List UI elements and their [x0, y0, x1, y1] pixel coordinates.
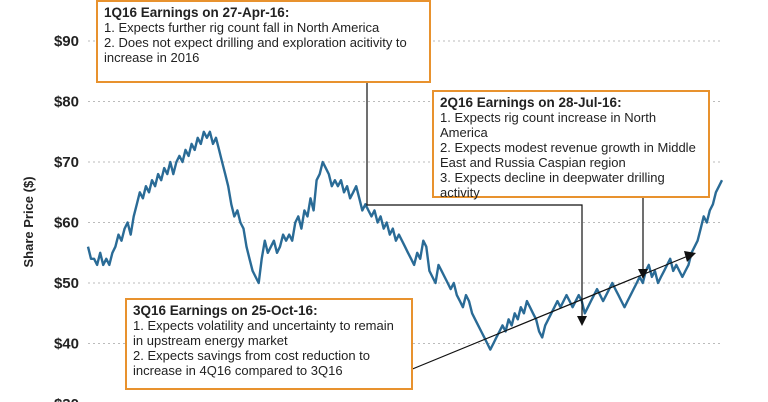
callout-title: 3Q16 Earnings on 25-Oct-16 [133, 303, 314, 318]
y-tick-label: $40 [54, 336, 79, 353]
callout-2q16-earnings: 2Q16 Earnings on 28-Jul-16: 1. Expects r… [432, 90, 710, 200]
y-tick-label: $80 [54, 94, 79, 111]
callout-title: 1Q16 Earnings on 27-Apr-16 [104, 5, 285, 20]
callout-line: 2. Does not expect drilling and explorat… [104, 35, 407, 65]
callout-line: 1. Expects rig count increase in North A… [440, 110, 657, 140]
callout-title: 2Q16 Earnings on 28-Jul-16 [440, 95, 618, 110]
leader-1q16 [366, 82, 583, 320]
arrowhead-2q16 [638, 269, 648, 279]
y-axis-label: Share Price ($) [21, 176, 36, 267]
callout-line: 3. Expects decline in deepwater drilling… [440, 170, 665, 200]
y-tick-label: $90 [54, 33, 79, 50]
leader-3q16 [409, 255, 689, 371]
y-tick-label: $60 [54, 215, 79, 232]
callout-line: 1. Expects volatility and uncertainty to… [133, 318, 394, 348]
y-tick-label: $70 [54, 154, 79, 171]
share-price-line [86, 130, 724, 351]
callout-3q16-earnings: 3Q16 Earnings on 25-Oct-16: 1. Expects v… [125, 298, 413, 390]
callout-line: 2. Expects savings from cost reduction t… [133, 348, 370, 378]
y-tick-label: $30 [54, 396, 79, 402]
y-axis-ticks: $30 $40 $50 $60 $70 $80 $90 [54, 33, 79, 402]
callout-1q16-earnings: 1Q16 Earnings on 27-Apr-16: 1. Expects f… [96, 0, 431, 83]
callout-arrowheads [577, 251, 696, 326]
arrowhead-1q16 [577, 316, 587, 326]
arrowhead-3q16 [684, 251, 696, 262]
y-tick-label: $50 [54, 275, 79, 292]
callout-line: 2. Expects modest revenue growth in Midd… [440, 140, 696, 170]
callout-line: 1. Expects further rig count fall in Nor… [104, 20, 380, 35]
